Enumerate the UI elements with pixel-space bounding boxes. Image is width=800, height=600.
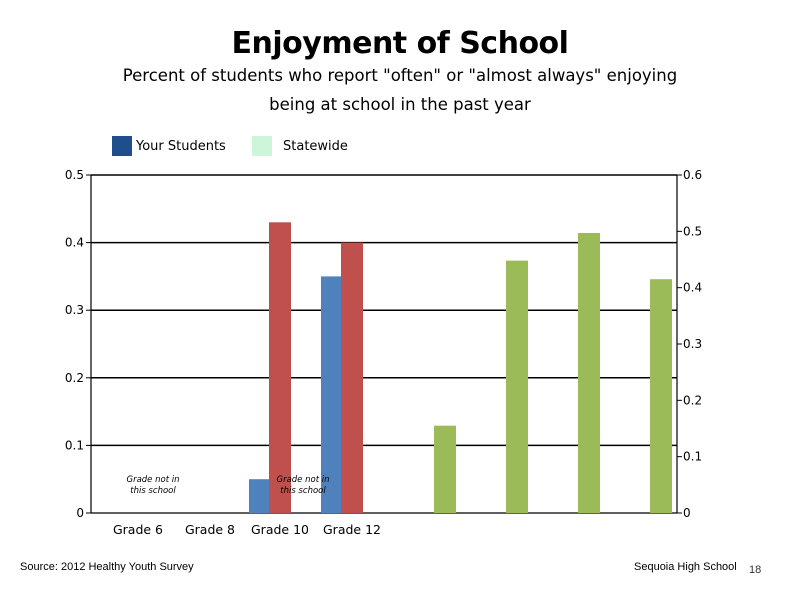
legend-label-statewide: Statewide: [283, 139, 348, 154]
annotation-grade-not-in-school: Grade not in this school: [277, 475, 330, 496]
bar-green-series: [578, 233, 600, 514]
legend-swatch-your-students: [112, 136, 132, 156]
bar-green-series: [650, 279, 672, 513]
x-tick-label: Grade 8: [185, 522, 235, 537]
bar-statewide: [269, 222, 291, 513]
chart-title: Enjoyment of School: [231, 26, 569, 61]
y-tick-label-right: 0.5: [683, 224, 702, 238]
x-tick-label: Grade 6: [113, 522, 163, 537]
y-tick-label-right: 0.4: [683, 281, 702, 295]
legend-swatch-statewide: [252, 136, 272, 156]
bar-your-students: [321, 276, 343, 513]
chart-subtitle-line-2: being at school in the past year: [269, 95, 531, 114]
y-tick-label-right: 0.2: [683, 393, 702, 407]
y-tick-label-left: 0: [76, 506, 84, 520]
y-tick-label-left: 0.3: [65, 303, 84, 317]
footer-school-name: Sequoia High School: [634, 561, 737, 573]
x-tick-label: Grade 12: [323, 522, 381, 537]
chart-subtitle-line-1: Percent of students who report "often" o…: [122, 66, 678, 85]
y-tick-label-right: 0.6: [683, 168, 702, 182]
bar-green-series: [506, 260, 528, 513]
y-tick-label-left: 0.5: [65, 168, 84, 182]
annotation-grade-not-in-school: Grade not in this school: [127, 475, 180, 496]
footer-source: Source: 2012 Healthy Youth Survey: [20, 561, 194, 573]
bar-statewide: [341, 242, 363, 513]
y-tick-label-left: 0.1: [65, 438, 84, 452]
bar-green-series: [434, 425, 456, 513]
bar-your-students: [249, 479, 271, 513]
legend-label-your-students: Your Students: [136, 139, 226, 154]
y-tick-label-right: 0: [683, 506, 691, 520]
y-tick-label-right: 0.3: [683, 337, 702, 351]
y-tick-label-right: 0.1: [683, 450, 702, 464]
y-tick-label-left: 0.4: [65, 236, 84, 250]
y-tick-label-left: 0.2: [65, 371, 84, 385]
page-number: 18: [749, 564, 762, 576]
x-tick-label: Grade 10: [251, 522, 309, 537]
